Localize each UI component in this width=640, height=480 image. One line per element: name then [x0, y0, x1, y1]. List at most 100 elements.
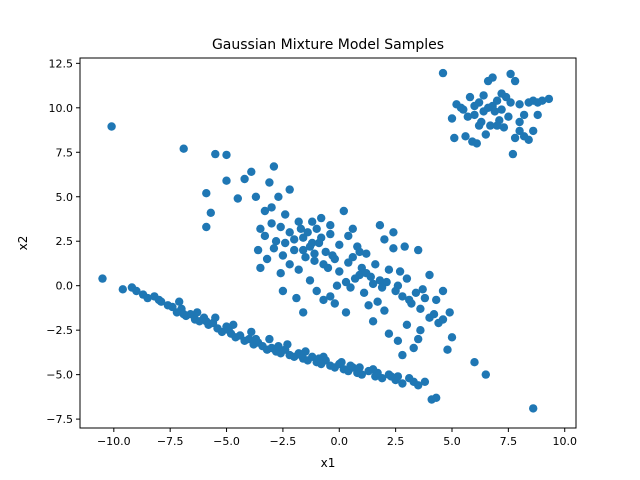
data-point-52: [357, 370, 366, 379]
x-tick-label-3: −2.5: [270, 435, 297, 448]
data-point-157: [402, 320, 412, 329]
data-point-148: [429, 310, 439, 319]
data-point-69: [247, 327, 256, 337]
data-point-104: [269, 162, 279, 171]
data-point-61: [420, 377, 430, 386]
data-point-91: [211, 149, 220, 159]
x-tick-label-2: −5.0: [213, 435, 240, 448]
data-point-241: [544, 94, 554, 104]
data-point-67: [211, 313, 220, 322]
data-point-204: [305, 242, 315, 251]
data-point-99: [247, 167, 256, 176]
data-point-119: [299, 245, 308, 255]
data-point-207: [310, 249, 319, 258]
data-points: [98, 68, 554, 413]
data-point-183: [301, 253, 310, 262]
data-point-267: [515, 117, 524, 127]
data-point-133: [362, 249, 371, 258]
data-point-176: [359, 288, 369, 297]
data-point-233: [506, 69, 515, 79]
data-point-177: [364, 301, 373, 310]
data-point-217: [377, 283, 387, 292]
data-point-96: [202, 222, 211, 232]
data-point-71: [283, 340, 292, 349]
data-point-265: [497, 89, 506, 98]
data-point-98: [240, 174, 249, 184]
data-point-199: [341, 277, 351, 287]
data-point-77: [393, 372, 403, 381]
data-point-171: [292, 293, 301, 303]
data-point-263: [479, 91, 488, 100]
data-point-165: [312, 286, 321, 296]
data-point-74: [337, 358, 346, 367]
data-point-192: [375, 221, 385, 230]
data-point-191: [348, 224, 357, 233]
plot-frame: [79, 57, 577, 429]
data-point-271: [483, 103, 493, 113]
data-point-108: [256, 224, 265, 233]
data-point-164: [319, 295, 328, 305]
y-tick-label-6: 7.5: [56, 146, 74, 159]
data-point-260: [533, 110, 542, 120]
data-point-101: [260, 206, 270, 216]
data-point-246: [472, 139, 481, 148]
data-point-262: [470, 101, 479, 111]
data-point-152: [443, 345, 452, 354]
data-point-179: [380, 306, 389, 315]
data-point-153: [447, 333, 457, 342]
data-point-106: [285, 185, 294, 194]
data-point-70: [265, 334, 274, 344]
data-point-141: [398, 292, 407, 301]
data-point-83: [251, 334, 261, 344]
data-point-107: [281, 210, 290, 219]
data-point-105: [274, 192, 283, 201]
data-point-78: [409, 377, 418, 386]
data-point-253: [504, 112, 513, 121]
data-point-145: [416, 304, 425, 313]
data-point-189: [317, 213, 326, 223]
data-point-125: [326, 229, 335, 239]
y-tick-label-5: 5.0: [56, 191, 74, 204]
data-point-88: [368, 365, 378, 374]
data-point-225: [470, 110, 479, 120]
data-point-85: [296, 350, 306, 360]
data-point-2: [118, 285, 128, 294]
y-tick-label-3: 0.0: [56, 280, 74, 293]
data-point-117: [290, 235, 299, 244]
data-point-66: [193, 308, 202, 317]
y-axis-ticks: −7.5 −5.0 −2.5 0.0 2.5 5.0 7.5 10.0 12.5: [46, 57, 80, 426]
data-point-166: [305, 276, 315, 285]
data-point-187: [262, 254, 272, 264]
data-point-195: [414, 245, 423, 255]
data-point-196: [425, 270, 434, 280]
y-tick-label-0: −7.5: [46, 413, 73, 426]
data-point-216: [418, 285, 427, 294]
data-point-266: [506, 98, 515, 107]
data-point-139: [389, 244, 398, 253]
data-point-103: [267, 203, 276, 212]
data-point-86: [314, 354, 324, 363]
data-point-212: [362, 269, 371, 278]
data-point-158: [398, 350, 407, 360]
data-point-224: [465, 92, 475, 102]
data-point-255: [510, 133, 520, 143]
data-point-110: [256, 263, 265, 273]
data-point-235: [515, 100, 524, 109]
data-point-122: [312, 224, 321, 233]
data-point-180: [335, 267, 344, 276]
y-tick-label-7: 10.0: [49, 102, 74, 115]
data-point-116: [285, 228, 294, 237]
data-point-79: [154, 295, 164, 305]
data-point-208: [319, 260, 328, 269]
data-point-159: [393, 336, 403, 345]
data-point-197: [432, 295, 441, 305]
data-point-92: [222, 150, 231, 160]
data-point-163: [330, 299, 339, 308]
data-point-146: [420, 293, 430, 303]
x-tick-label-6: 5.0: [443, 435, 461, 448]
data-point-136: [375, 276, 385, 285]
x-tick-label-0: −10.0: [97, 435, 131, 448]
data-point-243: [450, 133, 459, 143]
data-point-87: [346, 361, 355, 370]
y-tick-label-2: −2.5: [46, 324, 73, 337]
